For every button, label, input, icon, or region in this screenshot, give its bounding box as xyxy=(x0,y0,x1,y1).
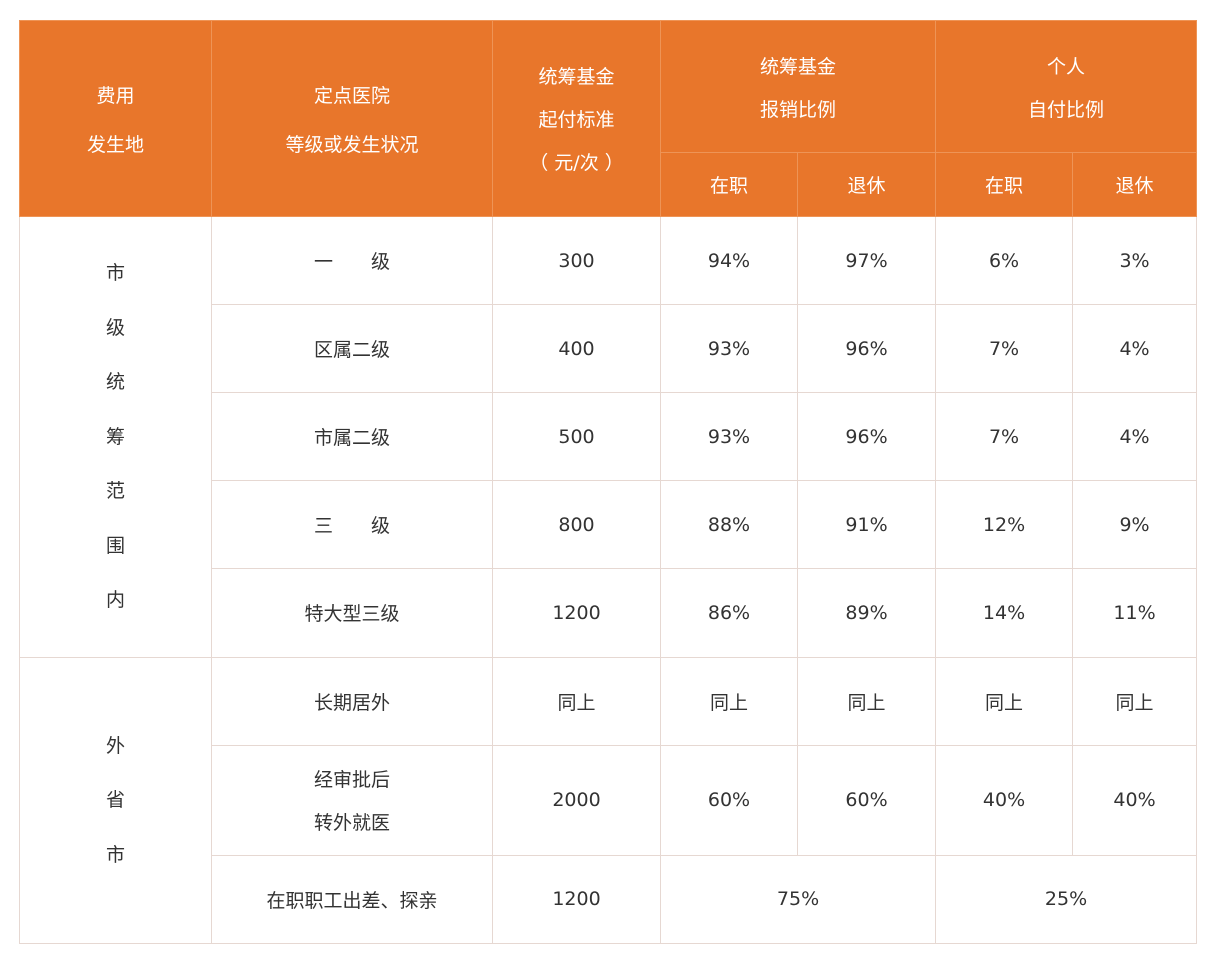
table-row: 市属二级 500 93% 96% 7% 4% xyxy=(20,392,1198,482)
hospital-level: 经审批后 转外就医 xyxy=(211,744,493,856)
fund-employed-cell: 86% xyxy=(660,568,798,658)
threshold-cell: 2000 xyxy=(492,744,661,856)
table-row: 在职职工出差、探亲 1200 75% 25% xyxy=(20,854,1198,945)
self-employed-cell: 14% xyxy=(935,568,1074,658)
threshold-cell: 300 xyxy=(492,215,661,306)
self-employed-cell: 7% xyxy=(935,304,1074,394)
table-row: 三 级 800 88% 91% 12% 9% xyxy=(20,480,1198,570)
fund-retired-cell: 96% xyxy=(796,304,937,394)
header-personal-ratio: 个人 自付比例 xyxy=(935,20,1198,153)
table-row: 外 省 市 长期居外 同上 同上 同上 同上 同上 xyxy=(19,656,1198,945)
self-employed-cell: 12% xyxy=(935,480,1074,570)
fund-employed-cell: 同上 xyxy=(660,656,798,746)
fund-employed-cell: 93% xyxy=(660,392,798,482)
reimbursement-table: 费用 发生地 定点医院 等级或发生状况 统筹基金 起付标准 （ 元/次 ） 统筹… xyxy=(19,20,1198,945)
self-retired-cell: 3% xyxy=(1072,215,1198,306)
fund-retired-cell: 91% xyxy=(796,480,937,570)
hospital-level: 一 级 xyxy=(211,215,493,306)
header-fund-retired: 退休 xyxy=(796,152,937,217)
hospital-level: 三 级 xyxy=(211,480,493,570)
threshold-cell: 800 xyxy=(492,480,661,570)
self-retired-cell: 4% xyxy=(1072,304,1198,394)
self-merged-cell: 25% xyxy=(935,854,1198,945)
fund-employed-cell: 93% xyxy=(660,304,798,394)
threshold-cell: 400 xyxy=(492,304,661,394)
self-employed-cell: 40% xyxy=(935,744,1074,856)
header-hospital-level: 定点医院 等级或发生状况 xyxy=(211,20,493,217)
hospital-level: 市属二级 xyxy=(211,392,493,482)
table-row: 特大型三级 1200 86% 89% 14% 11% xyxy=(20,568,1198,658)
fund-employed-cell: 88% xyxy=(660,480,798,570)
hospital-level: 长期居外 xyxy=(211,656,493,746)
self-employed-cell: 6% xyxy=(935,215,1074,306)
fund-employed-cell: 60% xyxy=(660,744,798,856)
fund-retired-cell: 96% xyxy=(796,392,937,482)
header-self-employed: 在职 xyxy=(935,152,1074,217)
hospital-level: 特大型三级 xyxy=(211,568,493,658)
threshold-cell: 1200 xyxy=(492,854,661,945)
threshold-cell: 1200 xyxy=(492,568,661,658)
fund-employed-cell: 94% xyxy=(660,215,798,306)
fund-retired-cell: 60% xyxy=(796,744,937,856)
hospital-level: 区属二级 xyxy=(211,304,493,394)
location-city: 市 级 统 筹 范 围 内 xyxy=(19,216,212,658)
table-row: 市 级 统 筹 范 围 内 一 级 300 94% 97% 6% 3% xyxy=(19,215,1198,658)
location-other-province: 外 省 市 xyxy=(19,656,212,945)
table-header: 费用 发生地 定点医院 等级或发生状况 统筹基金 起付标准 （ 元/次 ） 统筹… xyxy=(19,20,1198,217)
hospital-level: 在职职工出差、探亲 xyxy=(211,854,493,945)
header-self-retired: 退休 xyxy=(1072,152,1198,217)
table-body: 市 级 统 筹 范 围 内 一 级 300 94% 97% 6% 3% 区属二级… xyxy=(19,215,1198,945)
fund-retired-cell: 97% xyxy=(796,215,937,306)
self-employed-cell: 同上 xyxy=(935,656,1074,746)
header-fund-ratio: 统筹基金 报销比例 xyxy=(659,20,937,153)
threshold-cell: 同上 xyxy=(492,656,661,746)
self-retired-cell: 11% xyxy=(1072,568,1198,658)
fund-merged-cell: 75% xyxy=(659,854,937,945)
self-retired-cell: 40% xyxy=(1072,744,1198,856)
fund-retired-cell: 89% xyxy=(796,568,937,658)
table-row: 区属二级 400 93% 96% 7% 4% xyxy=(20,304,1198,394)
header-fund-employed: 在职 xyxy=(660,152,798,217)
header-threshold: 统筹基金 起付标准 （ 元/次 ） xyxy=(492,20,661,217)
self-employed-cell: 7% xyxy=(935,392,1074,482)
self-retired-cell: 9% xyxy=(1072,480,1198,570)
self-retired-cell: 同上 xyxy=(1072,656,1198,746)
fund-retired-cell: 同上 xyxy=(796,656,937,746)
header-location: 费用 发生地 xyxy=(19,20,212,217)
table-row: 经审批后 转外就医 2000 60% 60% 40% 40% xyxy=(20,744,1198,856)
self-retired-cell: 4% xyxy=(1072,392,1198,482)
threshold-cell: 500 xyxy=(492,392,661,482)
